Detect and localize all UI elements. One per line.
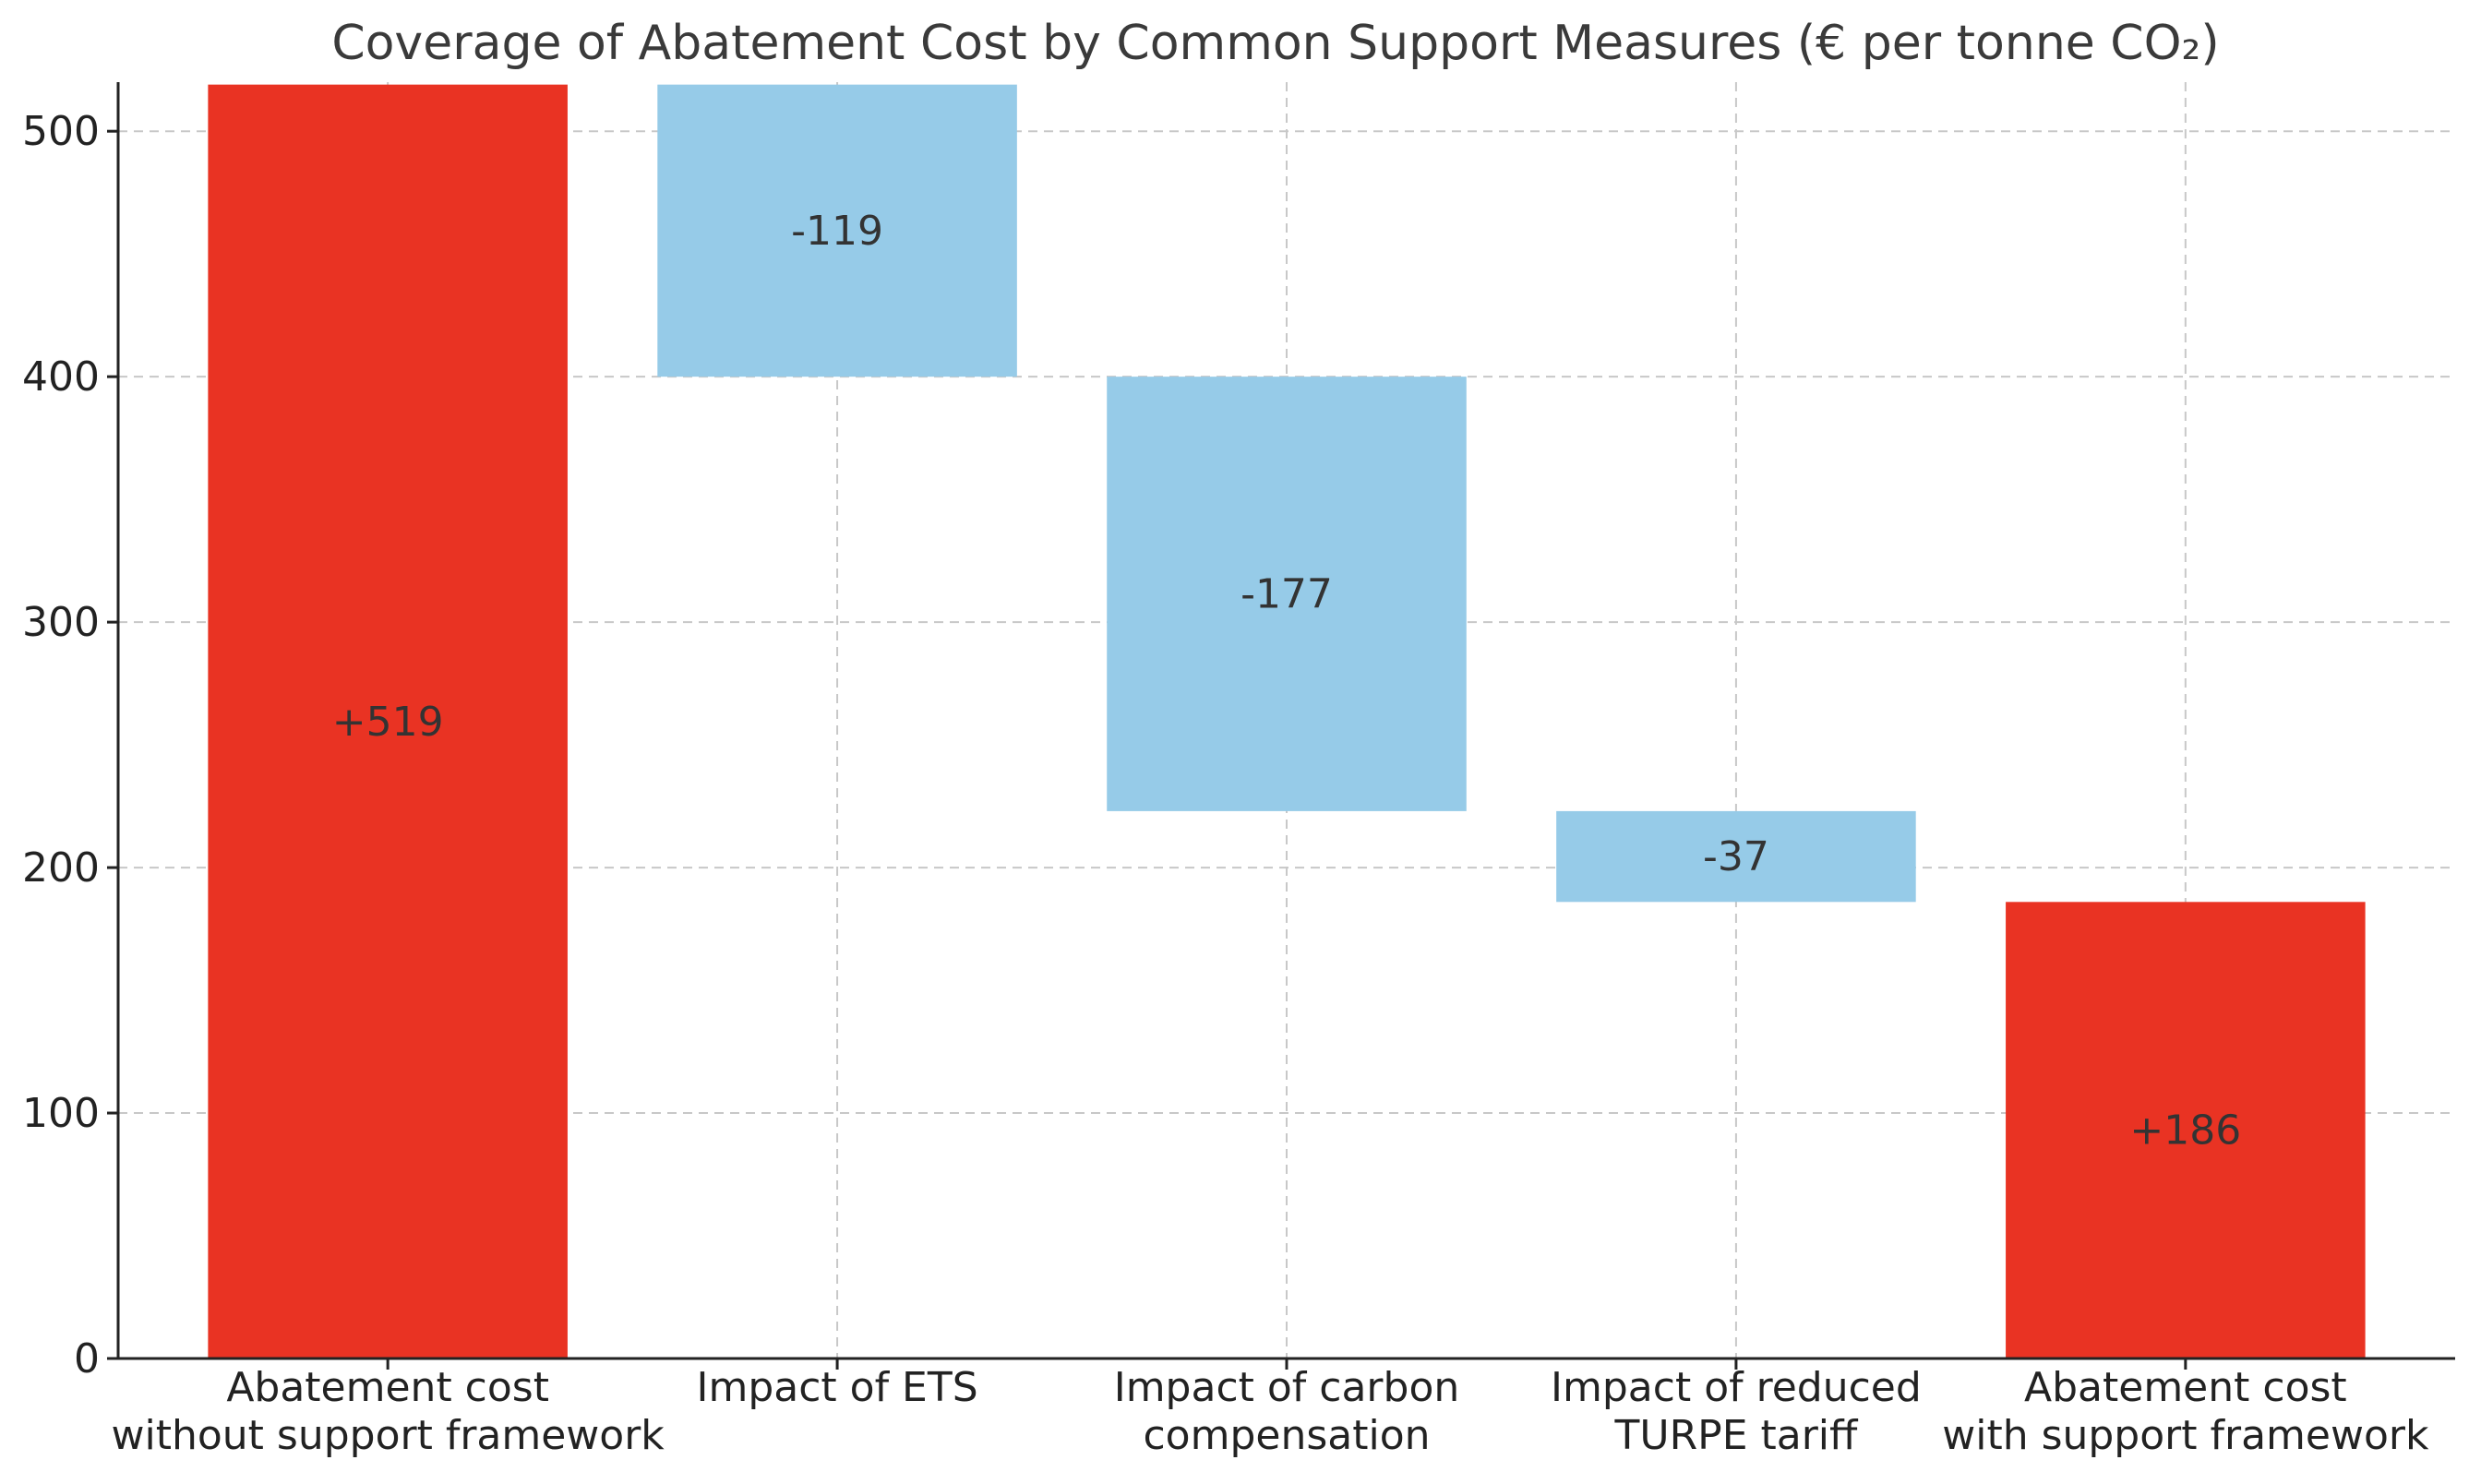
x-tick-label: Abatement cost [226, 1364, 549, 1411]
chart-title: Coverage of Abatement Cost by Common Sup… [331, 16, 2219, 71]
x-tick-label: Impact of carbon [1114, 1364, 1460, 1411]
y-tick-label: 200 [22, 844, 100, 892]
data-label-3: -177 [1240, 571, 1333, 618]
data-label-4: -37 [1703, 833, 1769, 880]
y-tick-label: 300 [22, 599, 100, 646]
x-tick-label: TURPE tariff [1614, 1412, 1860, 1459]
x-tick-label: with support framework [1942, 1412, 2429, 1459]
x-tick-label: compensation [1143, 1412, 1430, 1459]
bar-1 [208, 84, 568, 1358]
y-tick-label: 100 [22, 1090, 100, 1137]
data-label-2: -119 [791, 208, 883, 255]
bars [208, 84, 2366, 1358]
x-tick-label: without support framework [112, 1412, 665, 1459]
bar-4 [1556, 810, 1916, 903]
data-label-5: +186 [2129, 1107, 2241, 1155]
bar-5 [2006, 902, 2366, 1358]
bar-2 [657, 84, 1017, 377]
data-labels: +519 -119 -177 -37 +186 [332, 208, 2242, 1155]
bar-3 [1107, 377, 1467, 811]
x-tick-label: Abatement cost [2024, 1364, 2347, 1411]
x-tick-label: Impact of ETS [696, 1364, 977, 1411]
y-tick-label: 400 [22, 353, 100, 401]
data-label-1: +519 [332, 699, 444, 746]
x-tick-label: Impact of reduced [1551, 1364, 1922, 1411]
y-tick-label: 500 [22, 108, 100, 155]
y-tick-label: 0 [74, 1335, 100, 1382]
